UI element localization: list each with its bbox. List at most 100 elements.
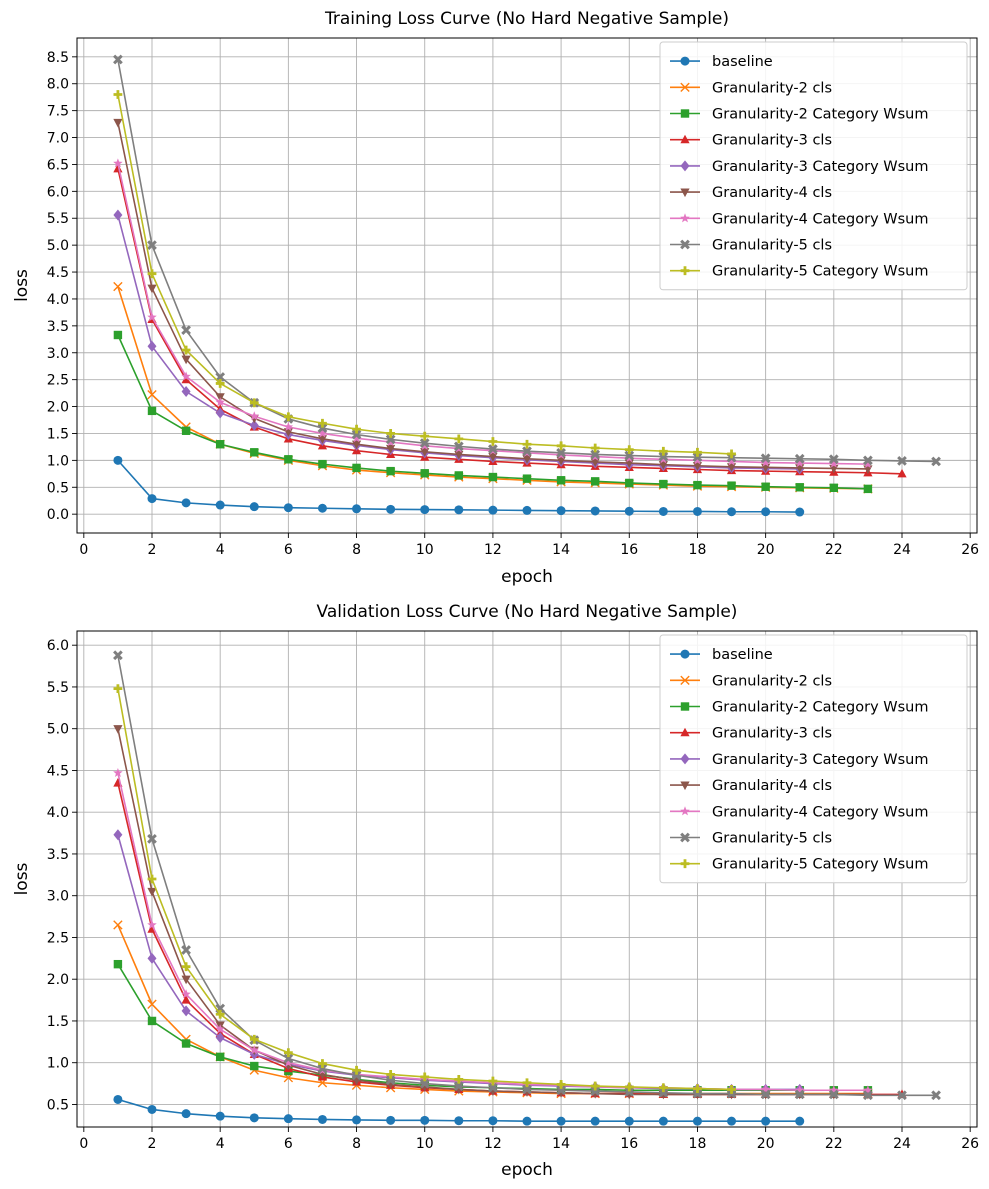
x-tick-label: 24 [893, 1136, 911, 1152]
data-point [863, 455, 873, 466]
training-loss-chart: 0 2 4 6 8 10 12 14 16 18 20 22 24 260.00.51.01.52.02.… [12, 9, 979, 587]
y-tick-label: 5.0 [47, 722, 69, 738]
data-point [522, 1084, 532, 1095]
data-point [624, 1116, 634, 1126]
y-tick-label: 2.5 [47, 373, 69, 389]
data-point [727, 1085, 736, 1094]
legend-marker [680, 781, 690, 791]
x-axis-label: epoch [501, 567, 553, 587]
data-point [488, 1082, 498, 1093]
y-tick-label: 6.0 [47, 638, 69, 654]
data-point [147, 919, 157, 929]
data-point [352, 504, 362, 514]
data-point [351, 1070, 362, 1081]
data-point [419, 438, 430, 449]
legend-item: Granularity-3 cls [670, 726, 832, 742]
data-point [147, 834, 157, 844]
data-point [522, 455, 532, 464]
data-point [147, 874, 157, 884]
data-point [522, 439, 532, 449]
x-tick-label: 22 [825, 1136, 843, 1152]
data-point [215, 379, 225, 388]
legend-label: Granularity-3 Category Wsum [712, 159, 929, 175]
y-tick-label: 4.0 [47, 292, 69, 308]
data-point [147, 312, 157, 322]
data-point [352, 424, 361, 434]
x-tick-label: 24 [893, 542, 911, 558]
y-tick-label: 1.0 [47, 453, 69, 469]
data-point [113, 1094, 123, 1104]
legend-marker [680, 109, 690, 118]
data-point [692, 506, 702, 516]
data-point [181, 989, 191, 999]
data-point [863, 1090, 873, 1101]
data-point [215, 372, 226, 382]
plot-frame [76, 630, 978, 1128]
data-point [215, 397, 225, 407]
data-point [454, 471, 464, 480]
data-point [215, 1111, 225, 1121]
data-point [318, 418, 327, 428]
data-point [931, 456, 941, 467]
x-tick-label: 2 [148, 542, 157, 558]
y-tick-label: 3.0 [47, 346, 69, 362]
data-point [283, 1053, 294, 1064]
data-point [249, 1113, 259, 1123]
data-point [113, 725, 123, 734]
x-tick-label: 18 [689, 1136, 707, 1152]
series-8 [113, 684, 736, 1094]
y-tick-label: 5.5 [47, 680, 69, 696]
data-point [590, 1081, 600, 1091]
data-point [351, 440, 362, 450]
data-point [897, 1090, 907, 1101]
data-point [897, 468, 907, 478]
y-tick-label: 0.5 [47, 1097, 69, 1113]
legend-marker [680, 56, 690, 66]
data-point [726, 463, 737, 472]
data-point [828, 454, 839, 465]
data-point [147, 1104, 157, 1114]
data-point [590, 506, 600, 516]
data-point [727, 449, 736, 459]
data-point [522, 1116, 532, 1126]
x-tick-label: 16 [620, 1136, 638, 1152]
legend-marker [680, 727, 690, 737]
series-0 [113, 455, 805, 517]
y-tick-label: 7.5 [47, 104, 69, 120]
data-point [113, 650, 123, 661]
data-point [181, 962, 191, 972]
data-point [385, 434, 396, 445]
data-point [829, 483, 839, 493]
data-point [454, 1075, 464, 1084]
data-point [693, 1084, 702, 1093]
legend-item: Granularity-2 cls [670, 673, 832, 689]
data-point [760, 1089, 771, 1100]
data-point [215, 1009, 225, 1019]
data-point [181, 325, 191, 336]
legend-item: Granularity-5 Category Wsum [670, 857, 929, 873]
data-point [283, 503, 293, 513]
data-point [488, 437, 498, 446]
data-point [181, 426, 191, 435]
data-point [215, 440, 225, 449]
data-point [419, 1078, 430, 1089]
data-point [897, 456, 907, 466]
data-point [147, 494, 157, 504]
data-point [386, 1069, 396, 1079]
y-tick-label: 3.0 [47, 889, 69, 905]
data-point [113, 959, 123, 969]
data-point [795, 507, 805, 517]
data-point [317, 503, 327, 513]
data-point [385, 1075, 396, 1086]
x-tick-label: 4 [216, 1136, 225, 1152]
data-point [215, 407, 225, 419]
data-point [761, 507, 771, 517]
legend-item: Granularity-4 Category Wsum [670, 804, 929, 820]
x-tick-label: 10 [416, 1136, 434, 1152]
data-point [522, 505, 532, 515]
data-point [113, 209, 123, 221]
data-point [522, 1078, 532, 1088]
y-tick-label: 6.5 [47, 157, 69, 173]
legend-label: Granularity-2 cls [712, 673, 832, 689]
